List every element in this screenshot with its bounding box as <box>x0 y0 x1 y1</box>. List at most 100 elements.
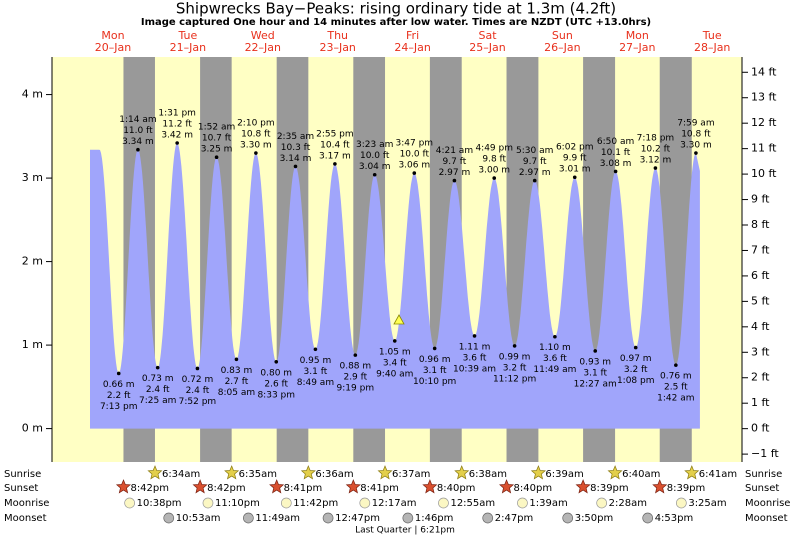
tide-label: 12:27 am <box>574 379 617 389</box>
tide-point <box>492 176 497 180</box>
tide-point <box>532 178 537 183</box>
y2-tick-label: 6 ft <box>751 269 770 282</box>
sunset-icon <box>345 479 361 494</box>
tide-label: 2.2 ft <box>107 391 131 401</box>
sunrise-icon <box>607 465 623 480</box>
tide-label: 10.4 ft <box>320 140 350 150</box>
moonrise-icon <box>359 497 371 509</box>
current-tide-marker <box>393 314 405 325</box>
sunrise-icon <box>377 465 393 480</box>
tide-point <box>214 155 219 160</box>
y2-tick-label: −1 ft <box>751 447 779 460</box>
tide-label: 1.10 m <box>539 343 571 353</box>
tide-label: 0.72 m <box>182 375 214 385</box>
tide-label: 7:52 pm <box>179 397 217 407</box>
sunset-time: 8:41pm <box>284 483 323 494</box>
day-date: 20–Jan <box>95 41 131 54</box>
tide-label: 9.8 ft <box>482 155 506 165</box>
sunset-time: 8:40pm <box>514 483 553 494</box>
sunrise-time: 6:36am <box>315 469 353 480</box>
tide-label: 11:49 am <box>533 365 576 375</box>
tide-label: 2.6 ft <box>264 379 288 389</box>
sunset-icon <box>575 479 591 494</box>
tide-label: 0.95 m <box>300 356 332 366</box>
moonrise-time: 12:17am <box>372 498 417 509</box>
day-date: 24–Jan <box>394 41 430 54</box>
sunrise-time: 6:35am <box>239 469 277 480</box>
tide-label: 10.8 ft <box>681 130 711 140</box>
sunset-icon <box>652 479 668 494</box>
sunset-time: 8:41pm <box>360 483 399 494</box>
moonrise-icon <box>280 497 292 509</box>
day-name: Wed <box>251 29 275 42</box>
tide-point <box>452 178 457 183</box>
y-tick-label: 3 m <box>22 171 43 184</box>
sunset-time: 8:42pm <box>207 483 246 494</box>
tide-label: 1.05 m <box>379 347 411 357</box>
tide-label: 2.7 ft <box>225 377 249 387</box>
y-tick-label: 4 m <box>22 88 43 101</box>
tide-label: 3.6 ft <box>463 353 487 363</box>
tide-area <box>90 143 700 429</box>
day-name: Fri <box>406 29 419 42</box>
tide-label: 1.11 m <box>459 342 491 352</box>
tide-label: 0.73 m <box>142 374 174 384</box>
y2-tick-label: 5 ft <box>751 294 770 307</box>
y2-tick-label: 13 ft <box>751 91 777 104</box>
tide-point <box>175 141 179 145</box>
sunset-icon <box>192 479 208 494</box>
day-name: Sat <box>478 29 497 42</box>
tide-label: 10.3 ft <box>281 143 311 153</box>
moonrise-icon <box>675 497 687 509</box>
moonset-icon <box>562 512 574 524</box>
tide-label: 9.9 ft <box>563 154 587 164</box>
sunrise-time: 6:39am <box>545 469 583 480</box>
tide-label: 3.1 ft <box>583 368 607 378</box>
day-name: Mon <box>101 29 124 42</box>
day-date: 26–Jan <box>544 41 580 54</box>
tide-label: 0.66 m <box>103 380 135 390</box>
tide-label: 3.06 m <box>398 161 430 171</box>
tide-label: 2.5 ft <box>664 383 688 393</box>
y2-tick-label: 9 ft <box>751 193 770 206</box>
tide-label: 2.4 ft <box>186 386 210 396</box>
day-name: Thu <box>326 29 348 42</box>
tide-point <box>472 334 477 338</box>
day-date: 27–Jan <box>619 41 655 54</box>
moon-phase: Last Quarter | 6:21pm <box>355 526 455 536</box>
tide-label: 11:12 pm <box>493 374 536 384</box>
chart-title: Shipwrecks Bay−Peaks: rising ordinary ti… <box>176 0 616 18</box>
tide-label: 9.7 ft <box>443 157 467 167</box>
row-label: Moonrise <box>745 498 790 509</box>
moonset-icon <box>163 512 175 524</box>
sunrise-icon <box>300 465 316 480</box>
moonrise-icon <box>202 497 214 509</box>
tide-label: 3.2 ft <box>624 365 648 375</box>
tide-label: 0.97 m <box>620 354 652 364</box>
tide-label: 8:49 am <box>297 378 334 388</box>
tide-point <box>116 371 121 376</box>
moonrise-time: 1:39am <box>529 498 567 509</box>
tide-label: 3.00 m <box>478 166 510 176</box>
row-label: Moonrise <box>4 498 49 509</box>
tide-label: 3.30 m <box>240 141 272 151</box>
tide-label: 2:10 pm <box>237 119 275 129</box>
chart-subtitle: Image captured One hour and 14 minutes a… <box>141 17 651 28</box>
tide-point <box>412 171 417 175</box>
tide-label: 2:55 pm <box>316 129 354 139</box>
tide-label: 3:47 pm <box>396 139 434 149</box>
tide-label: 1:08 pm <box>617 376 655 386</box>
moonrise-time: 11:42pm <box>293 498 338 509</box>
sunset-time: 8:39pm <box>667 483 706 494</box>
tide-label: 2.97 m <box>439 168 471 178</box>
tide-label: 10.0 ft <box>360 151 390 161</box>
tide-label: 10:39 am <box>453 364 496 374</box>
day-date: 28–Jan <box>694 41 730 54</box>
tide-label: 2:35 am <box>277 132 314 142</box>
tide-label: 3.6 ft <box>543 354 567 364</box>
tide-label: 0.96 m <box>419 355 451 365</box>
moonset-time: 10:53am <box>176 513 221 524</box>
sunset-icon <box>499 479 515 494</box>
sunset-icon <box>422 479 438 494</box>
